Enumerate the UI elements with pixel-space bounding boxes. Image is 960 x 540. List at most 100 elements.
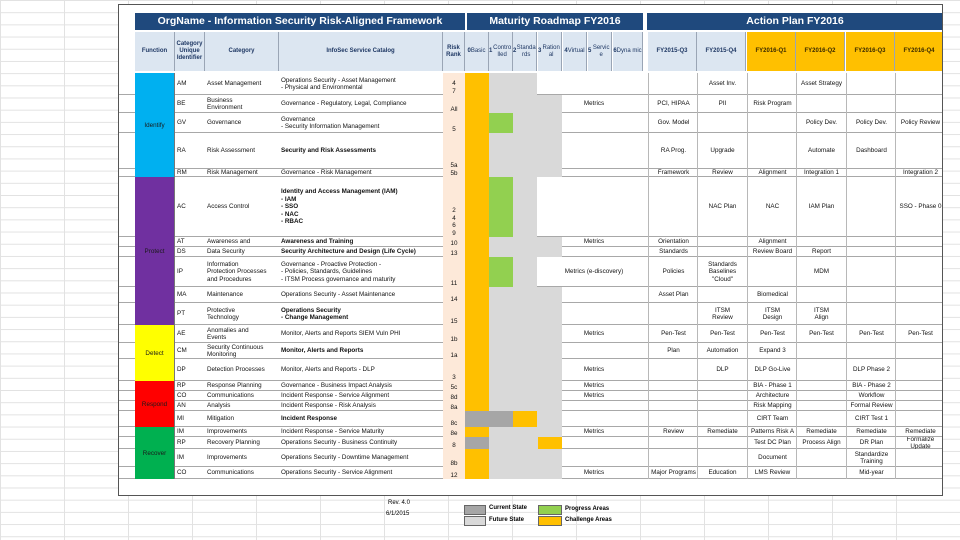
col-category-id: Category Unique Identifier	[175, 32, 205, 71]
action-plan-cell	[895, 411, 942, 427]
function-band-detect: Detect	[135, 325, 175, 381]
risk-rank: 2 4 6 9	[443, 177, 465, 237]
action-plan-cell	[846, 177, 896, 237]
metrics-label	[539, 343, 649, 359]
action-plan-cell: Report	[796, 247, 846, 257]
category-id: RP	[177, 439, 186, 447]
action-plan-cell: Gov. Model	[648, 113, 698, 133]
action-plan-cell: Pen-Test	[846, 325, 896, 343]
category-name: Detection Processes	[207, 366, 265, 374]
action-plan-cell	[895, 391, 942, 401]
progress-area-cell	[489, 257, 513, 287]
action-plan-cell: Education	[697, 467, 747, 479]
action-plan-cell: Automation	[697, 343, 747, 359]
action-plan-cell	[796, 359, 846, 381]
level-name: Contro lled	[493, 44, 512, 58]
action-plan-cell: BIA - Phase 1	[747, 381, 797, 391]
service-catalog-entry: Governance - Risk Management	[281, 169, 372, 177]
action-plan-cell: Biomedical	[747, 287, 797, 303]
level-name: Standa rds	[516, 44, 536, 58]
action-plan-cell: ITSM Design	[747, 303, 797, 325]
legend-future-swatch	[464, 516, 486, 526]
action-plan-cell	[796, 343, 846, 359]
table-row: BE Business Environment Governance - Regul…	[119, 95, 942, 113]
table-row: IP Information Protection Processes and P…	[119, 257, 942, 287]
table-row: RA Risk Assessment Security and Risk Asses…	[119, 133, 942, 169]
metrics-label: Metrics	[583, 469, 605, 477]
action-plan-cell: Major Programs	[648, 467, 698, 479]
col-level-3: 3 Ration al	[538, 32, 562, 71]
service-catalog-entry: Operations Security - Business Continuit…	[281, 439, 398, 447]
future-state-bar	[489, 95, 562, 113]
category-id: PT	[177, 310, 186, 318]
risk-rank: 15	[443, 303, 465, 325]
category-name: Risk Assessment	[207, 147, 255, 155]
col-quarter-4: FY2016-Q3	[846, 32, 895, 71]
metrics-label	[539, 401, 649, 411]
action-plan-cell: CIRT Test 1	[846, 411, 896, 427]
action-plan-cell: Expand 3	[747, 343, 797, 359]
action-plan-cell: Upgrade	[697, 133, 747, 169]
metrics-label: Metrics	[583, 428, 605, 436]
future-state-bar	[489, 169, 562, 177]
action-plan-cell: Risk Program	[747, 95, 797, 113]
action-plan-cell	[796, 401, 846, 411]
table-row: AE Anomalies and Events Monitor, Alerts an…	[119, 325, 942, 343]
action-plan-cell: PII	[697, 95, 747, 113]
action-plan-cell	[796, 381, 846, 391]
action-plan-header: Action Plan FY2016	[647, 13, 942, 30]
service-catalog-entry: Operations Security - Service Alignment	[281, 469, 393, 477]
challenge-area-cell	[465, 325, 489, 343]
action-plan-cell	[747, 257, 797, 287]
metrics-label	[539, 113, 649, 133]
service-catalog-entry: Operations Security - Asset Maintenance	[281, 291, 396, 299]
category-name: Anomalies and Events	[207, 326, 249, 341]
action-plan-cell	[846, 169, 896, 177]
col-level-5: 5 Servic e	[588, 32, 612, 71]
category-name: Protective Technology	[207, 306, 239, 321]
col-level-0: 0 Basic	[465, 32, 489, 71]
category-id: RP	[177, 382, 186, 390]
service-catalog-entry: Governance - Security Information Manage…	[281, 115, 380, 130]
risk-rank: 5	[443, 113, 465, 133]
category-id: MA	[177, 291, 187, 299]
category-id: CO	[177, 469, 187, 477]
service-catalog-entry: Operations Security - Downtime Managemen…	[281, 454, 409, 462]
metrics-label	[539, 449, 649, 467]
function-label: Recover	[142, 449, 167, 457]
action-plan-cell: DLP	[697, 359, 747, 381]
action-plan-cell	[846, 95, 896, 113]
category-name: Analysis	[207, 402, 231, 410]
category-name: Communications	[207, 469, 254, 477]
category-id: DP	[177, 366, 186, 374]
legend-progress-label: Progress Areas	[565, 506, 610, 512]
action-plan-cell: Remediate	[846, 427, 896, 437]
category-name: Awareness and	[207, 238, 251, 246]
table-row: CM Security Continuous Monitoring Monitor,…	[119, 343, 942, 359]
action-plan-cell	[648, 401, 698, 411]
action-plan-cell	[895, 73, 942, 95]
progress-area-cell	[489, 177, 513, 237]
metrics-label	[539, 437, 649, 449]
action-plan-cell: Pen-Test	[747, 325, 797, 343]
category-id: BE	[177, 100, 186, 108]
challenge-area-cell	[465, 391, 489, 401]
category-id: CM	[177, 347, 187, 355]
risk-rank: 8a	[443, 401, 465, 411]
action-plan-cell: Standardize Training	[846, 449, 896, 467]
level-number: 2	[513, 48, 517, 55]
table-row: RP Recovery Planning Operations Security -…	[119, 437, 942, 449]
function-band-recover: Recover	[135, 427, 175, 479]
category-id: IM	[177, 454, 184, 462]
table-row: CO Communications Operations Security - Se…	[119, 467, 942, 479]
maturity-roadmap-header: Maturity Roadmap FY2016	[467, 13, 643, 30]
metrics-label	[539, 303, 649, 325]
challenge-area-cell	[465, 247, 489, 257]
future-state-bar	[489, 467, 562, 479]
action-plan-cell	[895, 257, 942, 287]
action-plan-cell: Patterns Risk A	[747, 427, 797, 437]
category-name: Risk Management	[207, 169, 258, 177]
category-name: Mitigation	[207, 415, 234, 423]
action-plan-cell	[697, 381, 747, 391]
future-state-bar	[489, 381, 562, 391]
